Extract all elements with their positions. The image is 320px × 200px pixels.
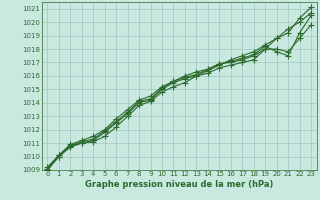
X-axis label: Graphe pression niveau de la mer (hPa): Graphe pression niveau de la mer (hPa) — [85, 180, 273, 189]
